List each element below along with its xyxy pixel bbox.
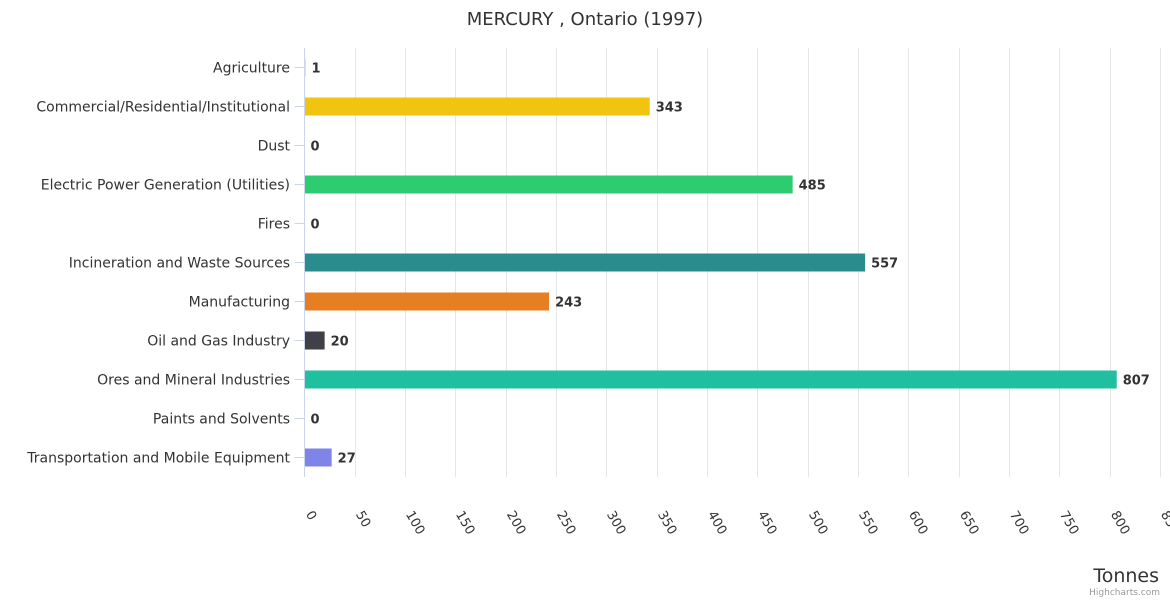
data-labels: 1 343 0 485 0 557 243 20 807 0 27 bbox=[311, 62, 1150, 467]
bar[interactable] bbox=[304, 58, 306, 77]
category-label: Dust bbox=[258, 139, 291, 155]
bar[interactable] bbox=[304, 253, 866, 272]
category-labels: Agriculture Commercial/Residential/Instit… bbox=[26, 61, 305, 467]
data-label: 0 bbox=[311, 140, 320, 155]
bar[interactable] bbox=[304, 292, 550, 311]
chart-title: MERCURY , Ontario (1997) bbox=[467, 9, 703, 30]
category-label: Oil and Gas Industry bbox=[147, 334, 290, 350]
x-tick-label: 50 bbox=[352, 509, 373, 531]
bar[interactable] bbox=[304, 175, 793, 194]
category-label: Incineration and Waste Sources bbox=[69, 256, 290, 272]
data-label: 0 bbox=[311, 218, 320, 233]
category-label: Fires bbox=[258, 217, 290, 233]
data-label: 557 bbox=[871, 257, 898, 272]
x-axis-title: Tonnes bbox=[1092, 565, 1159, 587]
data-label: 20 bbox=[331, 335, 349, 350]
data-label: 343 bbox=[656, 101, 683, 116]
bar[interactable] bbox=[304, 370, 1117, 389]
data-label: 0 bbox=[311, 413, 320, 428]
data-label: 243 bbox=[555, 296, 582, 311]
credits-link[interactable]: Highcharts.com bbox=[1089, 588, 1160, 598]
category-label: Paints and Solvents bbox=[153, 412, 290, 428]
data-label: 1 bbox=[312, 62, 321, 77]
data-label: 485 bbox=[799, 179, 826, 194]
category-label: Transportation and Mobile Equipment bbox=[26, 451, 290, 467]
category-label: Manufacturing bbox=[189, 295, 290, 311]
category-label: Ores and Mineral Industries bbox=[97, 373, 290, 389]
data-label: 27 bbox=[338, 452, 356, 467]
bar[interactable] bbox=[304, 331, 325, 350]
category-label: Electric Power Generation (Utilities) bbox=[41, 178, 290, 194]
data-label: 807 bbox=[1123, 374, 1150, 389]
bars bbox=[304, 58, 1117, 467]
bar[interactable] bbox=[304, 97, 650, 116]
category-label: Agriculture bbox=[213, 61, 290, 77]
bar[interactable] bbox=[304, 448, 332, 467]
category-label: Commercial/Residential/Institutional bbox=[36, 100, 290, 116]
